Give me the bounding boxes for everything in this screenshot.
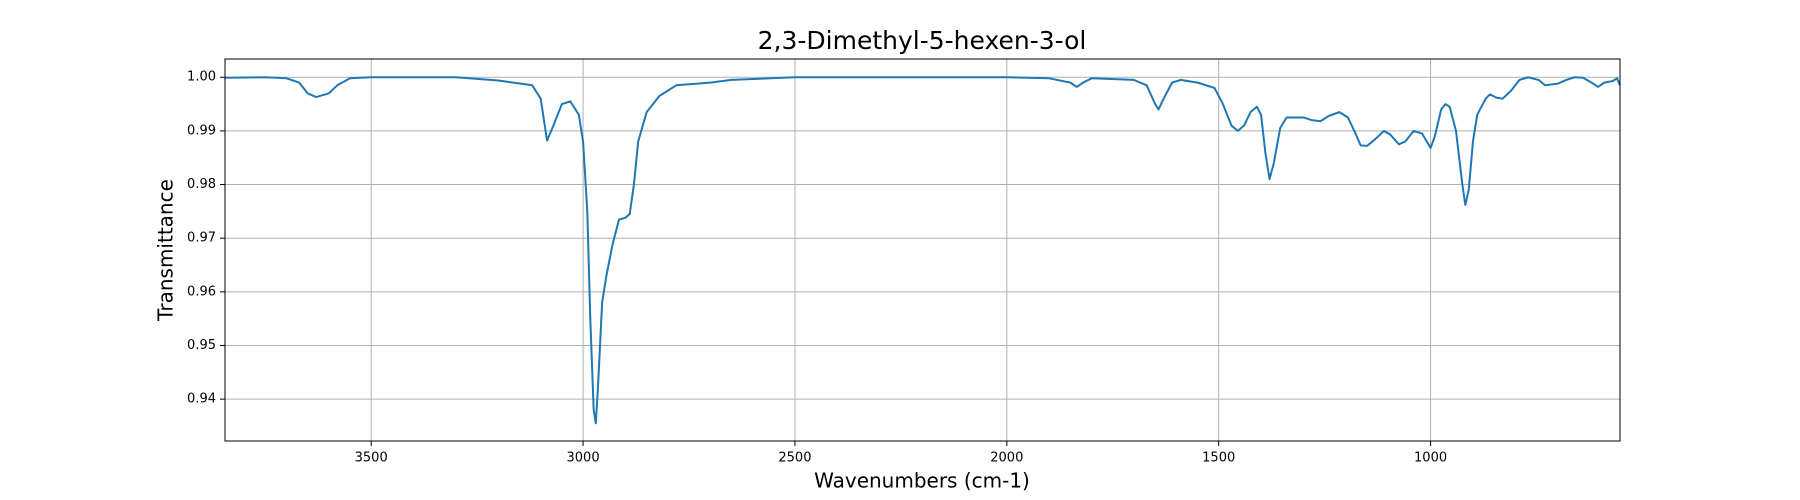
x-tick-label: 2500 [778, 451, 811, 466]
x-tick-label: 1500 [1202, 451, 1235, 466]
x-tick-label: 3500 [355, 451, 388, 466]
y-tick-label: 1.00 [187, 70, 216, 85]
y-tick-label: 0.96 [187, 284, 216, 299]
plot-frame [224, 58, 1621, 442]
y-tick-label: 0.97 [187, 231, 216, 246]
spectrum-line [225, 76, 1621, 425]
y-tick-label: 0.98 [187, 177, 216, 192]
chart-title: 2,3-Dimethyl-5-hexen-3-ol [758, 26, 1087, 55]
x-tick-label: 2000 [990, 451, 1023, 466]
y-tick-label: 0.95 [187, 338, 216, 353]
x-tick-label: 3000 [567, 451, 600, 466]
y-tick-label: 0.94 [187, 392, 216, 407]
y-tick-label: 0.99 [187, 123, 216, 138]
y-axis-label: Transmittance [154, 179, 178, 322]
x-tick-label: 1000 [1414, 451, 1447, 466]
x-axis-label: Wavenumbers (cm-1) [814, 469, 1030, 493]
